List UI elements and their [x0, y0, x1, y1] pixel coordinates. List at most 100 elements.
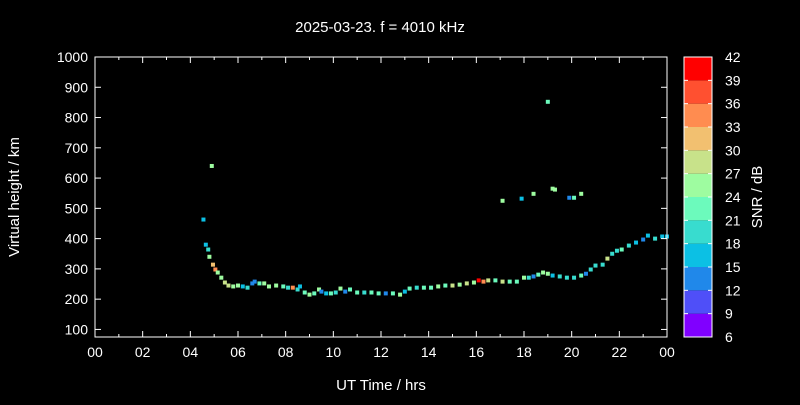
data-point [390, 291, 395, 296]
data-point [429, 285, 434, 290]
colorbar-band [684, 267, 712, 291]
data-point [486, 278, 491, 283]
data-point [236, 283, 240, 288]
colorbar-tick-label: 15 [725, 259, 741, 275]
colorbar-band [684, 243, 712, 267]
data-point [526, 275, 531, 280]
colorbar-tick-label: 21 [725, 212, 741, 228]
colorbar-band [684, 127, 712, 151]
data-point [210, 262, 215, 267]
colorbar-tick-label: 27 [725, 166, 741, 182]
data-point [376, 291, 381, 296]
colorbar-band [684, 103, 712, 127]
data-point [286, 285, 291, 290]
data-point [414, 285, 419, 290]
colorbar-band [684, 197, 712, 221]
data-point [493, 278, 498, 283]
y-tick-label: 300 [65, 261, 89, 277]
data-point [274, 283, 279, 288]
data-point [297, 284, 302, 289]
data-point [626, 243, 631, 248]
data-point [519, 196, 524, 201]
colorbar-band [684, 313, 712, 337]
x-tick-label: 12 [373, 344, 389, 360]
data-point [231, 284, 236, 289]
data-point [266, 284, 271, 289]
colorbar-tick-label: 12 [725, 282, 741, 298]
data-point [338, 286, 343, 291]
data-point [610, 251, 615, 256]
data-point [206, 247, 211, 252]
x-tick-label: 14 [421, 344, 437, 360]
y-tick-label: 800 [65, 110, 89, 126]
plot-frame [94, 56, 668, 338]
colorbar-tick-label: 6 [725, 329, 733, 345]
data-point [219, 275, 224, 280]
colorbar-band [684, 220, 712, 244]
chart-title: 2025-03-23. f = 4010 kHz [295, 19, 465, 36]
data-point [201, 217, 206, 222]
x-tick-label: 22 [612, 344, 628, 360]
data-point [500, 279, 505, 284]
y-tick-label: 700 [65, 140, 89, 156]
data-point [531, 191, 536, 196]
colorbar-tick-label: 33 [725, 119, 741, 135]
data-point [564, 275, 569, 280]
data-point [541, 270, 546, 275]
axes: 00 02 04 06 08 10 12 14 16 18 20 22 00 100 200 300 400 50… [57, 49, 675, 360]
data-point [605, 256, 610, 261]
colorbar-tick-label: 36 [725, 96, 741, 112]
data-point [457, 282, 462, 287]
data-point [550, 273, 555, 278]
data-point [443, 283, 448, 288]
data-point [245, 285, 250, 290]
data-point [215, 270, 220, 275]
data-point [634, 240, 639, 245]
y-tick-label: 100 [65, 321, 89, 337]
data-point [312, 291, 317, 296]
data-point [213, 267, 218, 272]
x-axis-label: UT Time / hrs [336, 377, 426, 394]
data-point [471, 280, 476, 285]
data-point [579, 191, 584, 196]
x-tick-label: 18 [516, 344, 532, 360]
data-point [290, 285, 295, 290]
data-point [572, 275, 577, 280]
colorbar-band [684, 80, 712, 104]
data-point [579, 273, 584, 278]
colorbar-tick-label: 30 [725, 142, 741, 158]
data-point [653, 236, 658, 241]
data-point [407, 286, 412, 291]
data-point [614, 248, 619, 253]
data-point [252, 279, 257, 284]
data-point [436, 284, 441, 289]
data-point [572, 195, 577, 200]
data-point [209, 163, 214, 168]
y-tick-label: 600 [65, 170, 89, 186]
x-tick-label: 00 [87, 344, 103, 360]
data-point [481, 279, 486, 284]
data-point [583, 271, 588, 276]
data-point [545, 99, 550, 104]
data-point [545, 271, 550, 276]
data-point [343, 289, 348, 294]
colorbar-tick-label: 9 [725, 306, 733, 322]
data-point [421, 285, 426, 290]
x-tick-label: 02 [135, 344, 151, 360]
data-point [536, 272, 541, 277]
data-point [507, 279, 512, 284]
x-tick-label: 08 [278, 344, 294, 360]
data-point [257, 281, 262, 286]
data-point [226, 283, 231, 288]
data-point [319, 289, 324, 294]
data-point [281, 284, 286, 289]
data-point [362, 290, 367, 295]
data-point [355, 290, 360, 295]
data-point [450, 283, 455, 288]
data-point [660, 234, 665, 239]
x-tick-label: 06 [230, 344, 246, 360]
data-point [619, 247, 624, 252]
y-tick-label: 400 [65, 231, 89, 247]
x-tick-label: 20 [564, 344, 580, 360]
